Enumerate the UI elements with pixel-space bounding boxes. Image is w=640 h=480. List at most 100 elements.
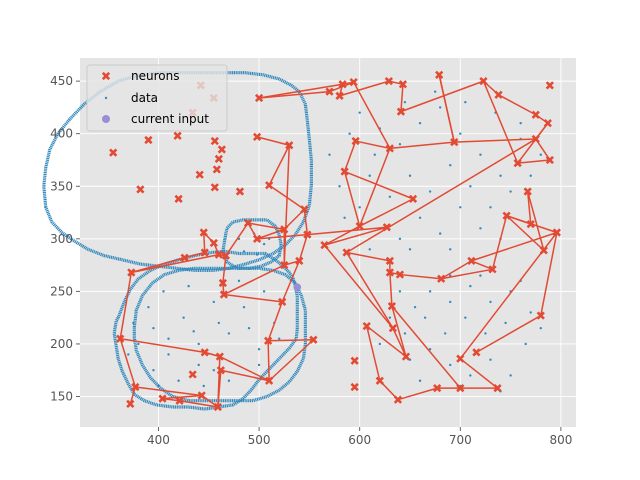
legend-neurons-label: neurons (131, 69, 179, 83)
neuron-connection (283, 208, 305, 230)
neuron-connection (389, 272, 393, 307)
neuron-connection (400, 84, 404, 112)
data-point (438, 232, 442, 235)
neuron-marker (265, 181, 274, 190)
data-point (338, 185, 341, 188)
neuron-stroke (450, 137, 459, 147)
neuron-connection (281, 260, 301, 303)
neuron-stroke (215, 352, 224, 361)
neuron-marker (338, 80, 347, 89)
neuron-marker (385, 268, 394, 277)
neuron-stroke (174, 194, 183, 203)
neuron-stroke (109, 148, 118, 157)
neuron-marker (552, 228, 562, 237)
neuron-connection (298, 234, 309, 262)
axis-ticks: 400 500 600 700 800 150 200 250 300 350 400 450 (50, 74, 572, 447)
neuron-marker (350, 382, 359, 392)
data-point (328, 153, 331, 156)
neuron-connection (222, 255, 227, 284)
neuron-connection (355, 140, 391, 150)
neuron-stroke (252, 234, 262, 243)
data-point (509, 374, 512, 377)
data-point (262, 290, 266, 293)
neuron-marker (217, 145, 226, 154)
neuron-stroke (388, 324, 398, 333)
neuron-marker (180, 253, 189, 262)
data-point (479, 227, 482, 230)
neuron-connection (258, 83, 343, 99)
data-point (212, 369, 216, 372)
data-point (255, 253, 259, 256)
neuron-stroke (340, 167, 349, 176)
neuron-marker (210, 136, 219, 146)
neuron-stroke (175, 396, 184, 405)
data-point (484, 332, 487, 335)
data-point (459, 132, 462, 135)
neuron-marker (467, 256, 476, 266)
neuron-stroke (218, 278, 227, 288)
neuron-stroke (180, 253, 189, 262)
neuron-connection (220, 369, 270, 382)
data-point (242, 250, 246, 253)
neuron-stroke (217, 145, 226, 154)
neuron-stroke (545, 155, 554, 165)
neuron-marker (285, 141, 294, 150)
neuron-stroke (300, 205, 309, 214)
neuron-stroke (456, 354, 465, 363)
neuron-marker (210, 183, 219, 192)
neuron-stroke (502, 211, 511, 220)
neuron-marker (543, 119, 552, 128)
neuron-stroke (349, 78, 358, 87)
neuron-connection (257, 233, 308, 240)
data-point (428, 290, 432, 293)
legend-data-marker (104, 96, 108, 100)
neuron-connection (498, 94, 537, 116)
data-point (529, 311, 532, 314)
neuron-marker (342, 248, 351, 257)
neuron-connection (268, 339, 314, 382)
x-tick-label: 600 (348, 433, 371, 447)
neuron-stroke (384, 77, 393, 86)
data-point (197, 342, 200, 346)
neuron-stroke (433, 383, 442, 393)
data-point (398, 237, 402, 241)
neuron-connection (247, 222, 285, 231)
neuron-stroke (197, 391, 206, 400)
neuron-stroke (401, 352, 411, 361)
neuron-connection (344, 170, 414, 200)
legend-data-label: data (131, 91, 158, 105)
neuron-connection (540, 232, 558, 316)
data-point (182, 316, 185, 319)
neuron-marker (173, 131, 182, 140)
neuron-marker (212, 165, 221, 174)
neuron-marker (349, 78, 358, 87)
data-point (489, 358, 492, 361)
data-point (237, 279, 241, 283)
neuron-marker (437, 274, 446, 283)
neuron-stroke (435, 70, 444, 79)
neuron-marker (335, 91, 344, 100)
data-point (137, 342, 140, 346)
neuron-connection (324, 226, 388, 246)
data-point (398, 290, 402, 293)
data-point (343, 216, 346, 219)
neuron-stroke (219, 290, 228, 299)
neuron-marker (243, 218, 253, 228)
neuron-stroke (523, 187, 532, 196)
neuron-connection (223, 264, 285, 296)
neuron-marker (433, 383, 442, 393)
neuron-stroke (531, 134, 540, 144)
neuron-connection (339, 80, 390, 97)
neuron-marker (188, 370, 197, 379)
data-point (413, 305, 417, 309)
neuron-connection (471, 231, 558, 262)
data-point (449, 300, 452, 304)
neuron-connection (343, 140, 357, 172)
legend-box (86, 64, 228, 132)
neuron-stroke (531, 110, 540, 119)
data-point (408, 174, 412, 177)
data-point (469, 374, 472, 377)
y-tick-label: 350 (50, 179, 73, 193)
data-point (449, 164, 452, 167)
neuron-stroke (280, 260, 289, 270)
